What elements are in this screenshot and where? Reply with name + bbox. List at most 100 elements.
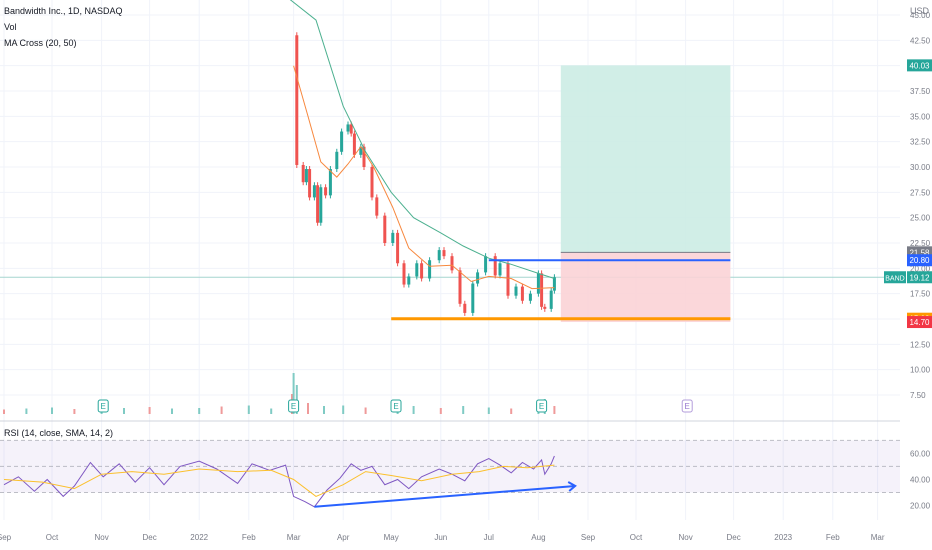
candle-body — [528, 293, 532, 301]
price-label-resistance — [907, 254, 932, 267]
earnings-badge[interactable] — [390, 399, 402, 413]
volume-bars — [3, 373, 556, 414]
rsi-trendline-arrow[interactable] — [567, 481, 577, 492]
earnings-badge[interactable] — [681, 399, 693, 413]
candle-body — [295, 35, 299, 165]
price-tick-label: 32.50 — [910, 138, 931, 147]
ma-cross-legend[interactable]: MA Cross (20, 50) — [4, 38, 77, 48]
candle-body — [407, 276, 411, 285]
candle-body — [362, 146, 366, 167]
earnings-label: E — [393, 402, 398, 411]
earnings-label: E — [685, 402, 690, 411]
time-tick-label: Mar — [871, 533, 885, 542]
volume-bar — [25, 408, 28, 414]
volume-bar — [148, 407, 151, 414]
price-label-last — [907, 271, 932, 284]
candle-body — [476, 272, 480, 284]
earnings-marker[interactable]: E — [288, 399, 300, 413]
candle-body — [514, 286, 518, 296]
candle-body — [415, 263, 419, 277]
symbol-tag — [884, 271, 906, 284]
earnings-marker[interactable]: E — [390, 399, 402, 413]
candle-body — [319, 187, 323, 223]
volume-bar — [171, 408, 173, 414]
time-tick-label: Sep — [581, 533, 596, 542]
candle-body — [498, 263, 502, 276]
candle-body — [506, 263, 510, 296]
rsi-pane — [0, 439, 900, 508]
candle-body — [349, 124, 353, 134]
volume-bar — [51, 407, 53, 414]
time-tick-label: Dec — [726, 533, 740, 542]
earnings-label: E — [291, 402, 296, 411]
volume-bar — [342, 405, 345, 414]
earnings-badge[interactable] — [97, 399, 109, 413]
stop-zone[interactable] — [560, 252, 731, 323]
volume-legend[interactable]: Vol — [4, 22, 17, 32]
ma-cross-lines — [289, 0, 555, 290]
rsi-tick-label: 20.00 — [910, 501, 931, 510]
time-tick-label: Dec — [142, 533, 156, 542]
price-label-text: 40.03 — [909, 61, 930, 70]
symbol-title[interactable]: Bandwidth Inc., 1D, NASDAQ — [4, 6, 123, 16]
volume-bar — [123, 408, 125, 414]
price-label-text: 14.70 — [909, 318, 930, 327]
candle-body — [391, 232, 395, 243]
earnings-marker[interactable]: E — [536, 399, 548, 413]
earnings-badge[interactable] — [536, 399, 548, 413]
horizontal-lines[interactable] — [391, 259, 731, 321]
candle-body — [437, 250, 441, 261]
time-axis-bg — [0, 521, 932, 550]
price-tick-label: 27.50 — [910, 188, 931, 197]
time-tick-label: Nov — [678, 533, 692, 542]
candle-body — [493, 256, 497, 276]
price-tick-label: 12.50 — [910, 340, 931, 349]
price-tick-label: 37.50 — [910, 87, 931, 96]
price-tick-label: 10.00 — [910, 366, 931, 375]
time-axis[interactable]: Sep Oct Nov Dec 2022 Feb Mar Apr May Jun Jul Aug Sep… — [0, 521, 932, 550]
volume-bar — [295, 385, 298, 414]
candle-body — [304, 169, 308, 183]
candle-body — [463, 303, 467, 313]
earnings-label: E — [101, 402, 106, 411]
candle-body — [520, 286, 524, 301]
time-tick-label: Sep — [0, 533, 12, 542]
time-tick-label: 2023 — [774, 533, 792, 542]
price-tick-label: 20.00 — [910, 264, 931, 273]
candle-body — [383, 215, 387, 243]
symbol-tag-label: BAND — [885, 275, 904, 282]
price-label-target — [907, 59, 932, 72]
target-zone[interactable] — [560, 65, 731, 253]
rsi-trendline[interactable] — [314, 484, 576, 508]
time-tick-label: Apr — [337, 533, 350, 542]
earnings-badge[interactable] — [288, 399, 300, 413]
candle-body — [324, 187, 328, 196]
candle-body — [450, 256, 454, 271]
earnings-marker[interactable]: E — [97, 399, 109, 413]
time-tick-label: Aug — [531, 533, 545, 542]
price-label-text: 20.80 — [909, 256, 930, 265]
candle-body — [543, 306, 547, 309]
candle-body — [552, 277, 556, 291]
long-position-tool[interactable] — [560, 65, 731, 323]
candle-body — [359, 146, 363, 155]
candle-body — [549, 290, 553, 309]
price-series — [295, 32, 556, 316]
candle-body — [536, 273, 540, 294]
rsi-tick-label: 40.00 — [910, 475, 931, 484]
candle-body — [402, 263, 406, 285]
volume-bar — [247, 405, 250, 414]
price-label-stop — [907, 316, 932, 329]
price-tick-label: 7.50 — [910, 391, 926, 400]
volume-bar — [73, 409, 76, 414]
price-tick-label: 17.50 — [910, 290, 931, 299]
candle-body — [396, 232, 400, 264]
price-axis[interactable]: 45.00 42.50 40.00 37.50 35.00 32.50 30.00 27.50… — [884, 0, 932, 520]
earnings-marker[interactable]: E — [681, 399, 693, 413]
time-tick-label: Mar — [287, 533, 301, 542]
volume-bar — [462, 406, 465, 414]
rsi-legend[interactable]: RSI (14, close, SMA, 14, 2) — [4, 428, 114, 438]
volume-bar — [364, 407, 367, 414]
